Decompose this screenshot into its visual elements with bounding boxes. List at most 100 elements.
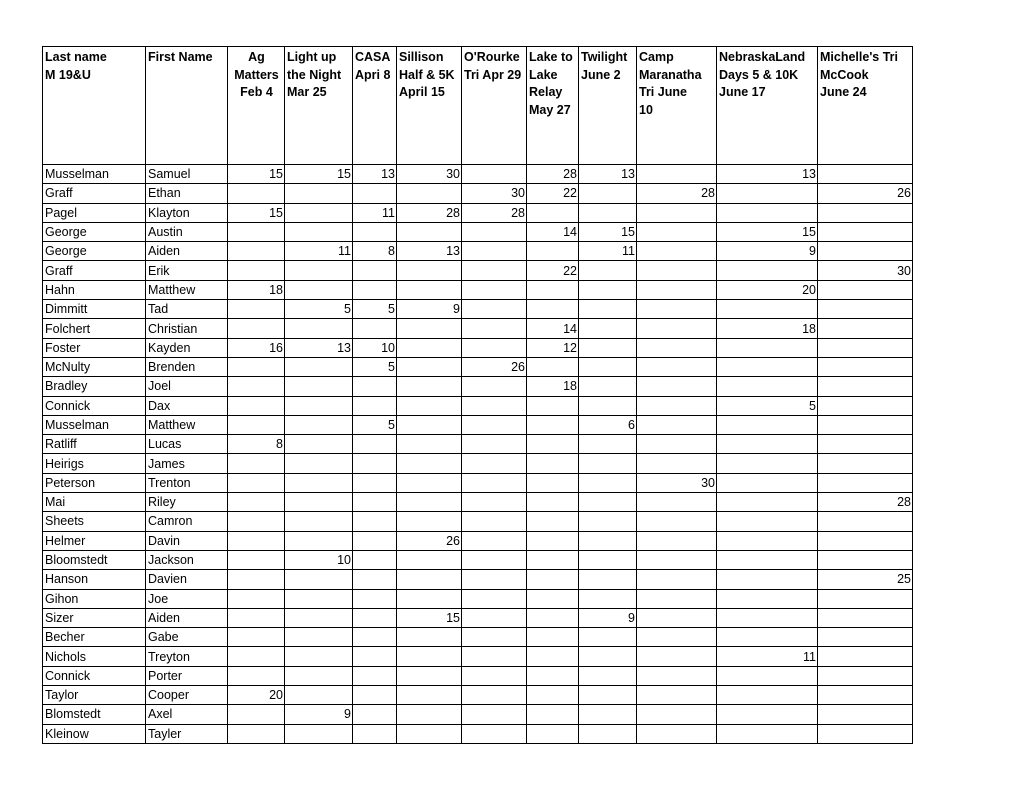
last-name-cell[interactable]: Kleinow <box>42 723 146 744</box>
score-cell[interactable] <box>526 665 579 687</box>
score-cell[interactable] <box>461 704 527 725</box>
score-cell[interactable] <box>716 453 818 474</box>
last-name-cell[interactable]: George <box>42 241 146 262</box>
score-cell[interactable] <box>716 299 818 320</box>
score-cell[interactable]: 9 <box>284 704 353 725</box>
score-cell[interactable]: 5 <box>352 356 397 378</box>
first-name-cell[interactable]: Brenden <box>145 356 228 378</box>
score-cell[interactable] <box>526 549 579 571</box>
score-cell[interactable]: 22 <box>526 260 579 281</box>
last-name-cell[interactable]: Graff <box>42 183 146 204</box>
score-cell[interactable]: 8 <box>227 434 285 455</box>
score-cell[interactable]: 14 <box>526 221 579 243</box>
score-cell[interactable] <box>284 260 353 281</box>
score-cell[interactable] <box>526 279 579 301</box>
score-cell[interactable] <box>636 588 717 609</box>
score-cell[interactable] <box>284 569 353 590</box>
score-cell[interactable] <box>461 665 527 687</box>
score-cell[interactable] <box>396 260 462 281</box>
score-cell[interactable] <box>461 163 527 185</box>
first-name-cell[interactable]: Joel <box>145 376 228 397</box>
score-cell[interactable] <box>227 453 285 474</box>
score-cell[interactable]: 13 <box>284 337 353 358</box>
first-name-cell[interactable]: Matthew <box>145 414 228 436</box>
score-cell[interactable] <box>284 646 353 667</box>
score-cell[interactable] <box>227 723 285 744</box>
score-cell[interactable] <box>716 414 818 436</box>
score-cell[interactable] <box>817 723 913 744</box>
score-cell[interactable] <box>461 569 527 590</box>
score-cell[interactable] <box>396 472 462 494</box>
score-cell[interactable] <box>284 434 353 455</box>
score-cell[interactable] <box>461 588 527 609</box>
score-cell[interactable] <box>578 356 637 378</box>
score-cell[interactable] <box>526 202 579 223</box>
last-name-cell[interactable]: Graff <box>42 260 146 281</box>
score-cell[interactable] <box>352 704 397 725</box>
score-cell[interactable] <box>526 723 579 744</box>
score-cell[interactable] <box>716 337 818 358</box>
score-cell[interactable]: 26 <box>396 530 462 551</box>
score-cell[interactable] <box>284 356 353 378</box>
score-cell[interactable] <box>461 627 527 648</box>
score-cell[interactable] <box>284 183 353 204</box>
score-cell[interactable] <box>636 260 717 281</box>
score-cell[interactable] <box>284 492 353 513</box>
score-cell[interactable] <box>636 511 717 532</box>
first-name-cell[interactable]: Gabe <box>145 627 228 648</box>
score-cell[interactable] <box>636 627 717 648</box>
score-cell[interactable]: 5 <box>284 299 353 320</box>
score-cell[interactable] <box>461 376 527 397</box>
score-cell[interactable] <box>461 607 527 629</box>
score-cell[interactable] <box>352 395 397 416</box>
score-cell[interactable] <box>636 337 717 358</box>
score-cell[interactable] <box>578 627 637 648</box>
last-name-cell[interactable]: Heirigs <box>42 453 146 474</box>
last-name-cell[interactable]: Hahn <box>42 279 146 301</box>
score-cell[interactable] <box>284 607 353 629</box>
score-cell[interactable]: 15 <box>284 163 353 185</box>
score-cell[interactable]: 15 <box>716 221 818 243</box>
score-cell[interactable] <box>284 318 353 339</box>
last-name-cell[interactable]: Dimmitt <box>42 299 146 320</box>
score-cell[interactable] <box>817 704 913 725</box>
score-cell[interactable]: 9 <box>716 241 818 262</box>
score-cell[interactable]: 15 <box>227 163 285 185</box>
score-cell[interactable] <box>352 549 397 571</box>
score-cell[interactable]: 11 <box>352 202 397 223</box>
score-cell[interactable]: 30 <box>396 163 462 185</box>
score-cell[interactable]: 6 <box>578 414 637 436</box>
score-cell[interactable] <box>227 299 285 320</box>
score-cell[interactable] <box>716 183 818 204</box>
score-cell[interactable] <box>352 685 397 706</box>
score-cell[interactable] <box>817 588 913 609</box>
score-cell[interactable] <box>227 704 285 725</box>
score-cell[interactable] <box>526 588 579 609</box>
score-cell[interactable] <box>578 511 637 532</box>
score-cell[interactable] <box>526 530 579 551</box>
score-cell[interactable] <box>817 279 913 301</box>
score-cell[interactable] <box>227 221 285 243</box>
score-cell[interactable] <box>396 723 462 744</box>
score-cell[interactable] <box>227 183 285 204</box>
score-cell[interactable] <box>284 453 353 474</box>
score-cell[interactable] <box>396 511 462 532</box>
score-cell[interactable] <box>396 318 462 339</box>
first-name-cell[interactable]: Cooper <box>145 685 228 706</box>
score-cell[interactable] <box>636 607 717 629</box>
score-cell[interactable] <box>817 221 913 243</box>
score-cell[interactable]: 5 <box>716 395 818 416</box>
score-cell[interactable] <box>526 472 579 494</box>
score-cell[interactable] <box>716 588 818 609</box>
score-cell[interactable] <box>396 665 462 687</box>
score-cell[interactable] <box>716 260 818 281</box>
score-cell[interactable] <box>716 665 818 687</box>
score-cell[interactable]: 11 <box>578 241 637 262</box>
score-cell[interactable] <box>227 376 285 397</box>
score-cell[interactable]: 30 <box>461 183 527 204</box>
score-cell[interactable] <box>526 685 579 706</box>
score-cell[interactable] <box>396 337 462 358</box>
score-cell[interactable] <box>716 202 818 223</box>
score-cell[interactable] <box>578 472 637 494</box>
score-cell[interactable] <box>578 530 637 551</box>
